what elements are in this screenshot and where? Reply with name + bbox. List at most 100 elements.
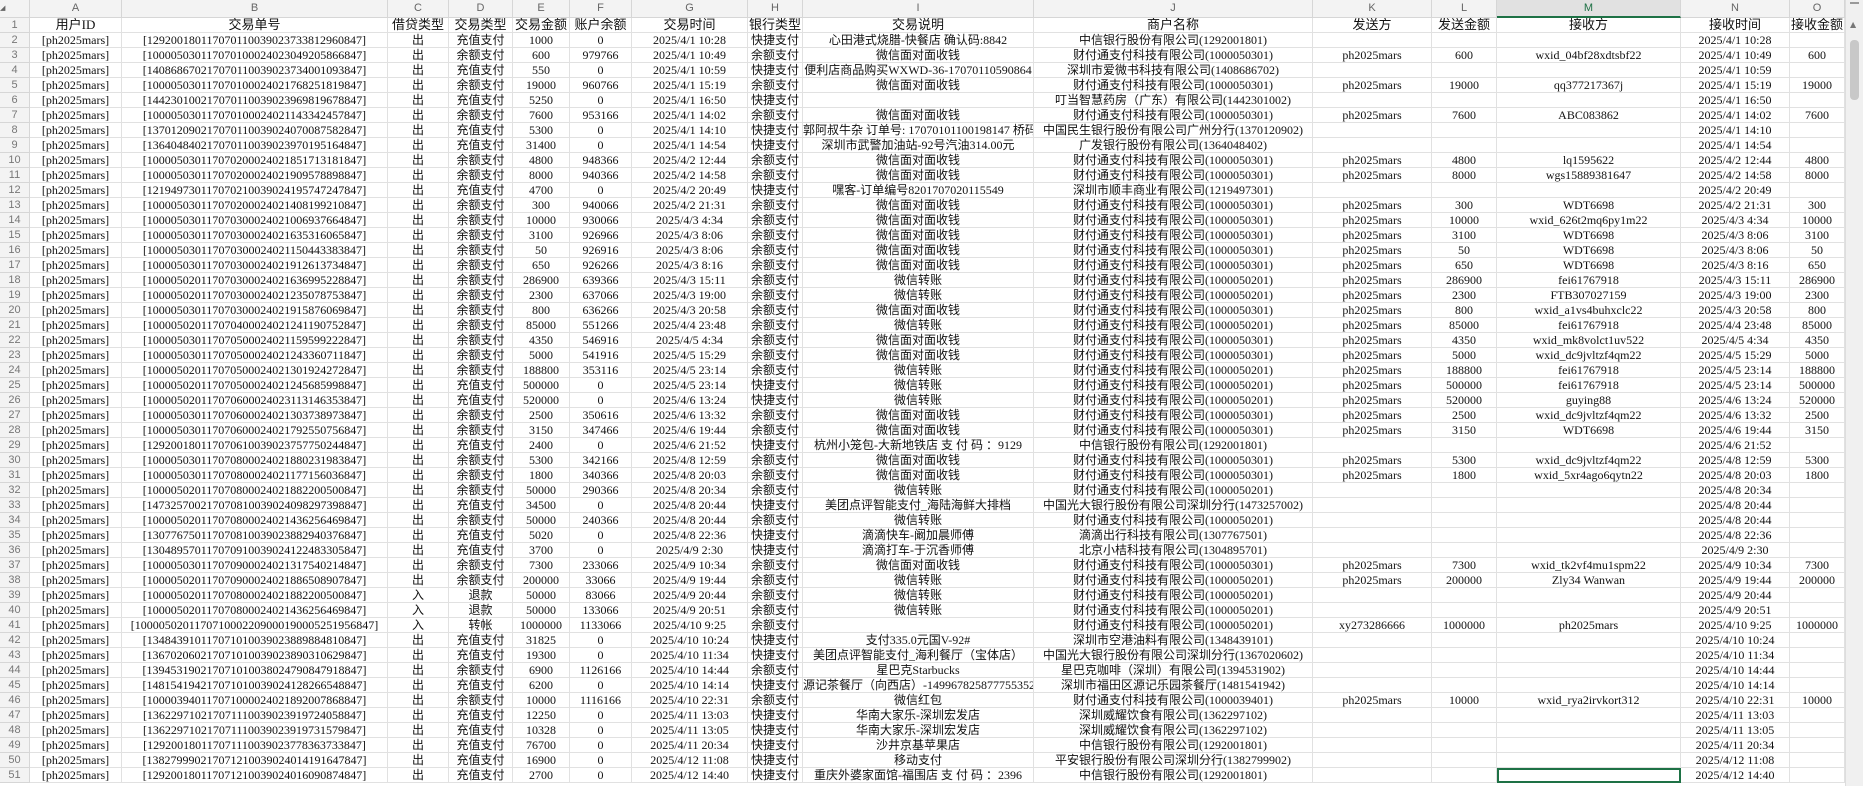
cell-receiver[interactable] bbox=[1497, 498, 1681, 513]
cell-receive-amount[interactable] bbox=[1790, 588, 1845, 603]
cell-send-amount[interactable] bbox=[1432, 63, 1497, 78]
cell-receiver[interactable] bbox=[1497, 123, 1681, 138]
cell-merchant[interactable]: 财付通支付科技有限公司(1000050301) bbox=[1034, 408, 1313, 423]
cell-amount[interactable]: 10000 bbox=[513, 693, 570, 708]
cell-transaction-no[interactable]: [100005030117070200024021851713181847] bbox=[122, 153, 388, 168]
cell-receive-time[interactable]: 2025/4/6 13:32 bbox=[1681, 408, 1790, 423]
cell-transaction-time[interactable]: 2025/4/3 19:00 bbox=[632, 288, 748, 303]
cell-transaction-no[interactable]: [100005030117070200024021408199210847] bbox=[122, 198, 388, 213]
cell-transaction-type[interactable]: 充值支付 bbox=[449, 33, 513, 48]
header-cell-send-amount[interactable]: 发送金额 bbox=[1432, 18, 1497, 33]
cell-sender[interactable]: ph2025mars bbox=[1313, 393, 1432, 408]
cell-amount[interactable]: 4700 bbox=[513, 183, 570, 198]
cell-receiver[interactable] bbox=[1497, 438, 1681, 453]
cell-receive-time[interactable]: 2025/4/8 22:36 bbox=[1681, 528, 1790, 543]
row-header[interactable]: 14 bbox=[0, 213, 30, 228]
cell-user-id[interactable]: [ph2025mars] bbox=[30, 183, 122, 198]
cell-amount[interactable]: 8000 bbox=[513, 168, 570, 183]
cell-sender[interactable] bbox=[1313, 588, 1432, 603]
cell-merchant[interactable]: 财付通支付科技有限公司(1000039401) bbox=[1034, 693, 1313, 708]
cell-bank-type[interactable]: 余额支付 bbox=[748, 243, 803, 258]
cell-bank-type[interactable]: 快捷支付 bbox=[748, 63, 803, 78]
header-cell-amount[interactable]: 交易金额 bbox=[513, 18, 570, 33]
cell-receive-time[interactable]: 2025/4/1 10:28 bbox=[1681, 33, 1790, 48]
cell-receive-time[interactable]: 2025/4/11 20:34 bbox=[1681, 738, 1790, 753]
cell-receive-time[interactable]: 2025/4/2 12:44 bbox=[1681, 153, 1790, 168]
row-header[interactable]: 44 bbox=[0, 663, 30, 678]
cell-transaction-time[interactable]: 2025/4/5 23:14 bbox=[632, 363, 748, 378]
cell-transaction-no[interactable]: [100005030117070300024021150443383847] bbox=[122, 243, 388, 258]
cell-transaction-time[interactable]: 2025/4/1 14:54 bbox=[632, 138, 748, 153]
cell-amount[interactable]: 4350 bbox=[513, 333, 570, 348]
cell-sender[interactable]: ph2025mars bbox=[1313, 213, 1432, 228]
cell-receive-amount[interactable]: 4800 bbox=[1790, 153, 1845, 168]
row-header[interactable]: 21 bbox=[0, 318, 30, 333]
cell-transaction-no[interactable]: [100005030117070900024021317540214847] bbox=[122, 558, 388, 573]
cell-transaction-no[interactable]: [100005020117070900024021886508907847] bbox=[122, 573, 388, 588]
cell-transaction-type[interactable]: 充值支付 bbox=[449, 438, 513, 453]
cell-receiver[interactable]: fei61767918 bbox=[1497, 318, 1681, 333]
cell-receive-amount[interactable]: 2300 bbox=[1790, 288, 1845, 303]
cell-sender[interactable]: ph2025mars bbox=[1313, 303, 1432, 318]
cell-merchant[interactable]: 财付通支付科技有限公司(1000050301) bbox=[1034, 258, 1313, 273]
cell-balance[interactable]: 551266 bbox=[570, 318, 632, 333]
cell-amount[interactable]: 50000 bbox=[513, 588, 570, 603]
cell-transaction-no[interactable]: [140868670217070110039023734001093847] bbox=[122, 63, 388, 78]
cell-amount[interactable]: 12250 bbox=[513, 708, 570, 723]
cell-description[interactable]: 华南大家乐-深圳宏发店 bbox=[803, 723, 1034, 738]
cell-balance[interactable]: 948366 bbox=[570, 153, 632, 168]
cell-transaction-no[interactable]: [100005030117070600024021792550756847] bbox=[122, 423, 388, 438]
row-header[interactable]: 13 bbox=[0, 198, 30, 213]
cell-bank-type[interactable]: 余额支付 bbox=[748, 363, 803, 378]
cell-amount[interactable]: 6900 bbox=[513, 663, 570, 678]
column-header-K[interactable]: K bbox=[1313, 0, 1432, 18]
header-cell-bank-type[interactable]: 银行类型 bbox=[748, 18, 803, 33]
cell-balance[interactable]: 0 bbox=[570, 543, 632, 558]
row-header[interactable]: 32 bbox=[0, 483, 30, 498]
cell-send-amount[interactable] bbox=[1432, 648, 1497, 663]
cell-user-id[interactable]: [ph2025mars] bbox=[30, 558, 122, 573]
cell-balance[interactable]: 0 bbox=[570, 738, 632, 753]
row-header[interactable]: 18 bbox=[0, 273, 30, 288]
cell-amount[interactable]: 188800 bbox=[513, 363, 570, 378]
cell-merchant[interactable]: 财付通支付科技有限公司(1000050201) bbox=[1034, 513, 1313, 528]
cell-debit-credit[interactable]: 出 bbox=[388, 453, 449, 468]
cell-sender[interactable]: ph2025mars bbox=[1313, 408, 1432, 423]
cell-send-amount[interactable]: 650 bbox=[1432, 258, 1497, 273]
cell-receive-time[interactable]: 2025/4/3 15:11 bbox=[1681, 273, 1790, 288]
cell-transaction-time[interactable]: 2025/4/3 8:06 bbox=[632, 243, 748, 258]
row-header[interactable]: 45 bbox=[0, 678, 30, 693]
cell-user-id[interactable]: [ph2025mars] bbox=[30, 423, 122, 438]
cell-receive-time[interactable]: 2025/4/12 11:08 bbox=[1681, 753, 1790, 768]
cell-receiver[interactable] bbox=[1497, 63, 1681, 78]
cell-transaction-no[interactable]: [100005020117070300024021636995228847] bbox=[122, 273, 388, 288]
cell-description[interactable]: 微信面对面收钱 bbox=[803, 258, 1034, 273]
cell-send-amount[interactable]: 3100 bbox=[1432, 228, 1497, 243]
cell-user-id[interactable]: [ph2025mars] bbox=[30, 48, 122, 63]
cell-bank-type[interactable]: 余额支付 bbox=[748, 423, 803, 438]
cell-bank-type[interactable]: 余额支付 bbox=[748, 483, 803, 498]
cell-amount[interactable]: 7300 bbox=[513, 558, 570, 573]
cell-balance[interactable]: 541916 bbox=[570, 348, 632, 363]
cell-description[interactable]: 微信面对面收钱 bbox=[803, 213, 1034, 228]
cell-user-id[interactable]: [ph2025mars] bbox=[30, 333, 122, 348]
cell-debit-credit[interactable]: 出 bbox=[388, 753, 449, 768]
cell-user-id[interactable]: [ph2025mars] bbox=[30, 78, 122, 93]
cell-receive-time[interactable]: 2025/4/1 14:02 bbox=[1681, 108, 1790, 123]
cell-description[interactable]: 移动支付 bbox=[803, 753, 1034, 768]
cell-balance[interactable]: 0 bbox=[570, 183, 632, 198]
cell-receive-time[interactable]: 2025/4/6 19:44 bbox=[1681, 423, 1790, 438]
cell-receive-amount[interactable] bbox=[1790, 513, 1845, 528]
cell-receive-time[interactable]: 2025/4/5 15:29 bbox=[1681, 348, 1790, 363]
cell-transaction-no[interactable]: [100005020117070500024021301924272847] bbox=[122, 363, 388, 378]
cell-description[interactable]: 微信转账 bbox=[803, 588, 1034, 603]
cell-receiver[interactable] bbox=[1497, 588, 1681, 603]
cell-transaction-type[interactable]: 充值支付 bbox=[449, 738, 513, 753]
cell-sender[interactable]: ph2025mars bbox=[1313, 558, 1432, 573]
cell-receiver[interactable]: wxid_dc9jvltzf4qm22 bbox=[1497, 348, 1681, 363]
column-header-B[interactable]: B bbox=[122, 0, 388, 18]
cell-user-id[interactable]: [ph2025mars] bbox=[30, 483, 122, 498]
cell-user-id[interactable]: [ph2025mars] bbox=[30, 453, 122, 468]
cell-transaction-no[interactable]: [100005020117070600024023113146353847] bbox=[122, 393, 388, 408]
cell-receive-amount[interactable]: 800 bbox=[1790, 303, 1845, 318]
